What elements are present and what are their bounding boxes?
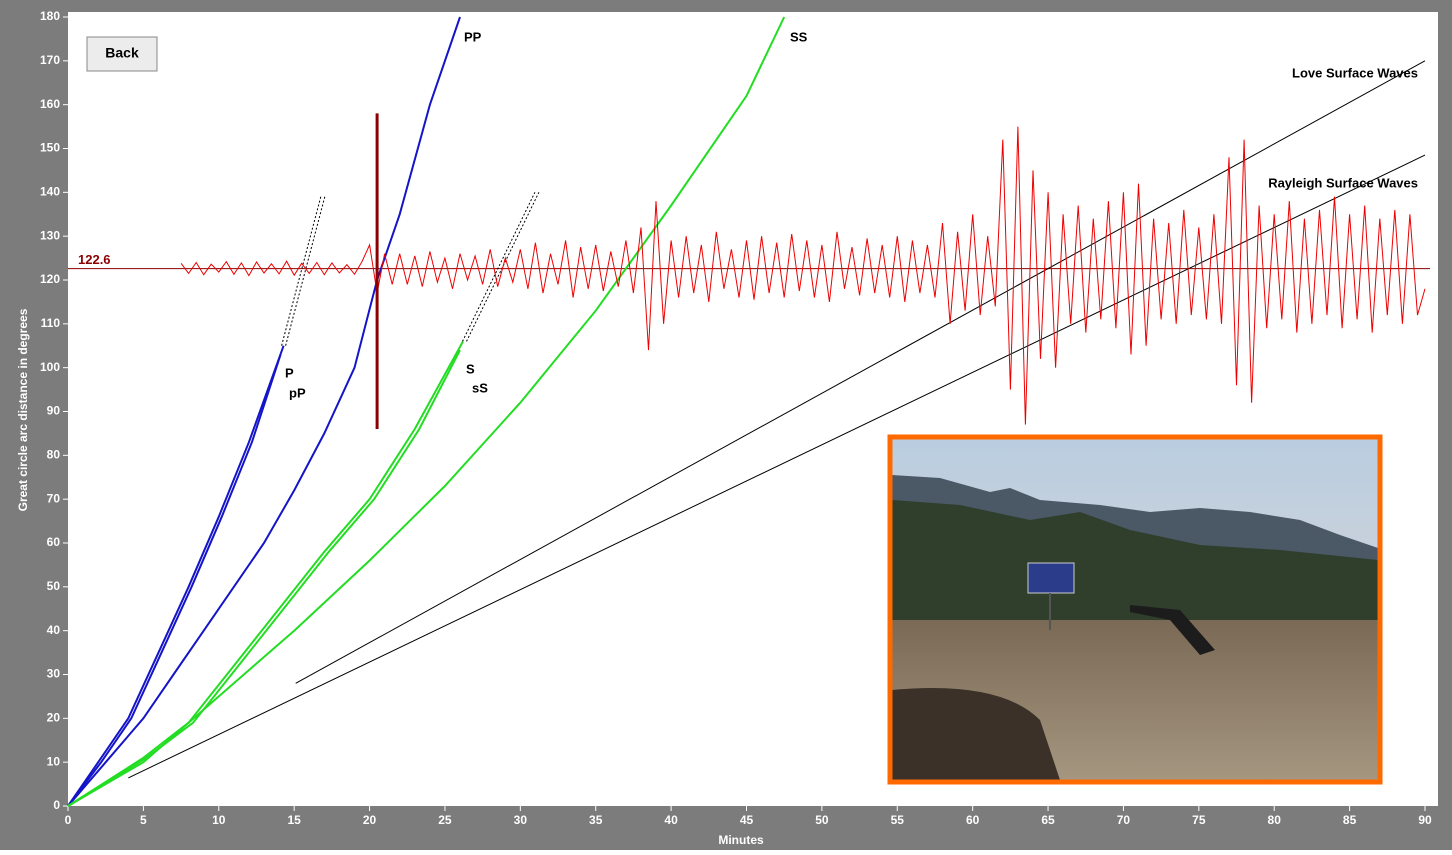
y-tick-label: 80 [47, 448, 61, 462]
y-tick-label: 40 [47, 623, 61, 637]
curve-label: Love Surface Waves [1292, 65, 1418, 80]
x-tick-label: 60 [966, 813, 980, 827]
curve-label: PP [464, 29, 482, 44]
x-tick-label: 30 [514, 813, 528, 827]
curve-label: SS [790, 29, 808, 44]
page: {"back_button": "Back", "chart_data": {"… [0, 0, 1452, 850]
x-tick-label: 55 [891, 813, 905, 827]
photo-inset [890, 437, 1380, 782]
curve-label: sS [472, 380, 488, 395]
y-tick-label: 60 [47, 535, 61, 549]
x-tick-label: 70 [1117, 813, 1131, 827]
x-tick-label: 10 [212, 813, 226, 827]
y-tick-label: 180 [40, 9, 60, 23]
chart: 0 5 10 15 20 25 30 35 40 45 50 55 60 65 70 75 80 85 90 0 10 2… [0, 0, 1452, 850]
curve-label: pP [289, 385, 306, 400]
y-tick-label: 160 [40, 97, 60, 111]
x-tick-label: 25 [438, 813, 452, 827]
y-tick-label: 90 [47, 404, 61, 418]
y-tick-label: 130 [40, 228, 60, 242]
y-tick-label: 140 [40, 185, 60, 199]
y-tick-label: 170 [40, 53, 60, 67]
y-tick-label: 70 [47, 491, 61, 505]
button-label[interactable]: Back [105, 45, 139, 61]
y-tick-label: 120 [40, 272, 60, 286]
curve-label: Rayleigh Surface Waves [1268, 175, 1418, 190]
x-tick-label: 5 [140, 813, 147, 827]
photo-solar-panel [1028, 563, 1074, 593]
y-tick-label: 150 [40, 141, 60, 155]
y-axis-label: Great circle arc distance in degrees [16, 308, 30, 511]
curve-label: S [466, 361, 475, 376]
y-tick-label: 100 [40, 360, 60, 374]
x-tick-label: 20 [363, 813, 377, 827]
x-tick-label: 90 [1418, 813, 1432, 827]
x-tick-label: 75 [1192, 813, 1206, 827]
x-tick-label: 50 [815, 813, 829, 827]
y-tick-label: 20 [47, 711, 61, 725]
x-tick-label: 40 [664, 813, 678, 827]
curve-label: P [285, 365, 294, 380]
x-axis-label: Minutes [718, 833, 764, 847]
x-tick-label: 45 [740, 813, 754, 827]
x-tick-label: 0 [65, 813, 72, 827]
y-tick-label: 30 [47, 667, 61, 681]
x-tick-label: 15 [287, 813, 301, 827]
distance-label: 122.6 [78, 252, 111, 267]
x-tick-label: 80 [1268, 813, 1282, 827]
y-tick-label: 50 [47, 579, 61, 593]
y-tick-label: 110 [41, 316, 61, 330]
x-tick-label: 65 [1041, 813, 1055, 827]
y-tick-label: 10 [47, 754, 61, 768]
y-tick-label: 0 [53, 798, 60, 812]
x-tick-label: 85 [1343, 813, 1357, 827]
x-tick-label: 35 [589, 813, 603, 827]
back-button[interactable]: Back [87, 37, 157, 71]
